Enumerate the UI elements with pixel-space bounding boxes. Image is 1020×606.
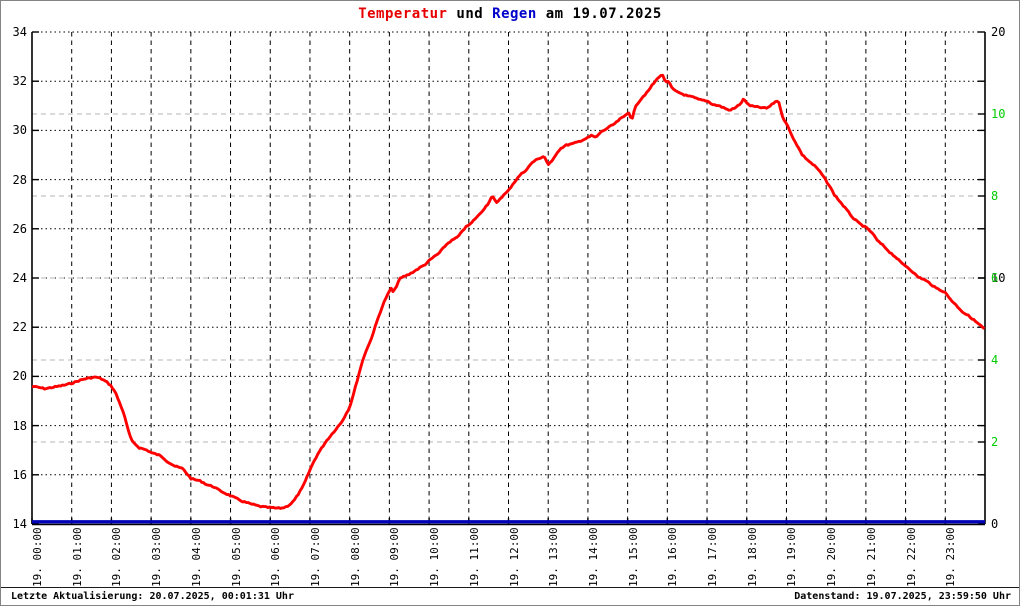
x-label-14: 19. 14:00 [586, 527, 600, 587]
footer-data-timestamp: Datenstand: 19.07.2025, 23:59:50 Uhr [794, 591, 1011, 602]
x-label-11: 19. 11:00 [467, 527, 481, 587]
footer-last-update: Letzte Aktualisierung: 20.07.2025, 00:01… [11, 591, 294, 602]
chart-title-und: und [447, 6, 493, 22]
chart-title-date: am 19.07.2025 [536, 6, 662, 22]
x-label-18: 19. 18:00 [745, 527, 759, 587]
x-label-13: 19. 13:00 [547, 527, 561, 587]
y-right-green-label-6: 6 [991, 271, 999, 285]
x-label-6: 19. 06:00 [269, 527, 283, 587]
x-label-16: 19. 16:00 [666, 527, 680, 587]
y-left-label-26: 26 [12, 221, 27, 236]
y-left-label-34: 34 [12, 25, 27, 39]
x-label-23: 19. 23:00 [944, 527, 958, 587]
x-label-20: 19. 20:00 [825, 527, 839, 587]
x-label-12: 19. 12:00 [507, 527, 521, 587]
x-label-19: 19. 19:00 [785, 527, 799, 587]
footer-divider [1, 587, 1019, 588]
y-left-label-18: 18 [12, 418, 27, 433]
y-left-label-20: 20 [12, 369, 27, 384]
chart-title-regen: Regen [492, 6, 537, 22]
x-label-21: 19. 21:00 [864, 527, 878, 587]
y-right-green-label-10: 10 [991, 107, 1006, 121]
y-right-green-label-8: 8 [991, 189, 999, 203]
chart-plot-area [31, 31, 986, 526]
temperature-series-line [31, 73, 986, 510]
x-label-4: 19. 04:00 [189, 527, 203, 587]
y-left-label-14: 14 [12, 517, 27, 531]
y-left-label-32: 32 [12, 74, 27, 89]
y-right-green-label-4: 4 [991, 353, 999, 367]
y-left-label-22: 22 [12, 320, 27, 335]
y-left-label-28: 28 [12, 172, 27, 187]
y-left-label-16: 16 [12, 467, 27, 482]
x-label-17: 19. 17:00 [706, 527, 720, 587]
chart-title: Temperatur und Regen am 19.07.2025 [1, 6, 1019, 22]
x-label-2: 19. 02:00 [110, 527, 124, 587]
x-label-10: 19. 10:00 [428, 527, 442, 587]
x-label-8: 19. 08:00 [348, 527, 362, 587]
x-label-9: 19. 09:00 [388, 527, 402, 587]
y-right-green-label-2: 2 [991, 435, 999, 449]
x-label-1: 19. 01:00 [70, 527, 84, 587]
y-right-black-label-0: 0 [991, 517, 999, 531]
x-label-3: 19. 03:00 [150, 527, 164, 587]
x-label-5: 19. 05:00 [229, 527, 243, 587]
x-label-22: 19. 22:00 [904, 527, 918, 587]
y-left-label-30: 30 [12, 123, 27, 138]
x-label-0: 19. 00:00 [31, 527, 44, 587]
chart-title-temperatur: Temperatur [358, 6, 448, 22]
x-label-7: 19. 07:00 [308, 527, 322, 587]
y-right-black-label-10: 10 [991, 271, 1006, 285]
y-left-label-24: 24 [12, 271, 27, 285]
y-right-black-label-20: 20 [991, 25, 1006, 39]
x-label-15: 19. 15:00 [626, 527, 640, 587]
